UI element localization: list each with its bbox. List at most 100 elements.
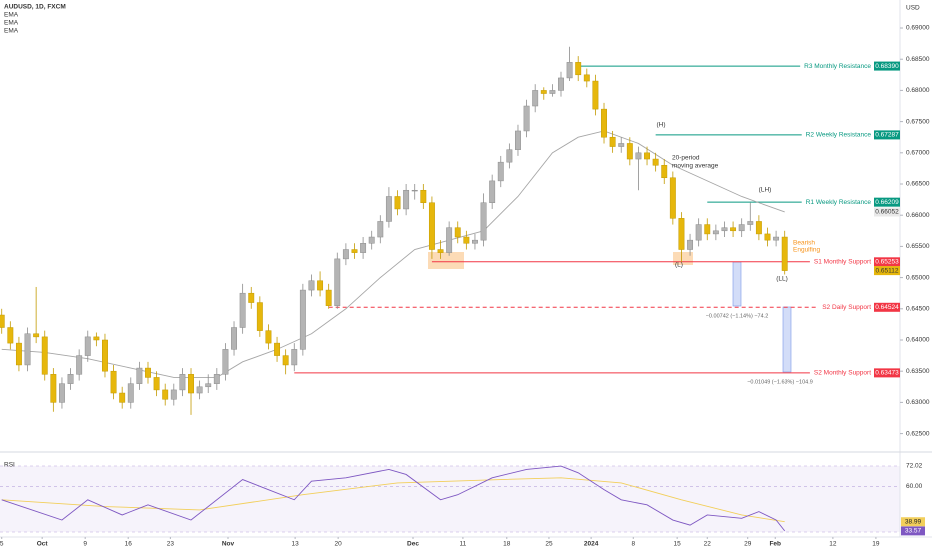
x-tick-label: 22 — [704, 541, 712, 548]
pattern-label: (LH) — [759, 187, 772, 194]
candle-body — [308, 280, 315, 291]
y-tick-label: 0.66500 — [906, 181, 930, 188]
marks: R3 Monthly Resistance R2 Weekly Resistanc… — [0, 46, 872, 532]
candle-body — [368, 236, 375, 244]
candle-body — [515, 130, 521, 150]
candle-body — [360, 243, 367, 253]
x-tick-label: 23 — [167, 541, 175, 548]
rsi-value-box — [901, 517, 925, 527]
level-label: S2 Daily Support — [822, 304, 871, 311]
candle-body — [687, 239, 694, 250]
x-tick-label: 20 — [335, 541, 343, 548]
price-pane — [0, 65, 900, 533]
rsi-line — [1, 465, 786, 532]
x-tick-label: 16 — [125, 541, 133, 548]
candle-body — [523, 105, 530, 132]
ema-note: 20-period — [672, 155, 700, 162]
candle-body — [506, 149, 513, 163]
rsi-tick-label: 60.00 — [906, 483, 923, 490]
x-tick-label: 2024 — [584, 541, 599, 548]
candle-body — [394, 196, 401, 210]
level-label: S2 Monthly Support — [814, 370, 871, 377]
pattern-label: (H) — [656, 122, 665, 129]
candle-body — [170, 389, 177, 400]
candle-body — [334, 258, 341, 306]
level-price-box — [874, 257, 900, 267]
candle-body — [532, 90, 539, 107]
x-tick-label: 15 — [674, 541, 682, 548]
candle-body — [747, 221, 754, 225]
x-tick-label: 29 — [744, 541, 752, 548]
annotations: AUDUSD, 1D, FXCM EMA EMA EMA USD (H) (LH… — [4, 4, 920, 469]
candle-body — [428, 202, 435, 250]
level-label: R3 Monthly Resistance — [804, 63, 871, 70]
candle-body — [635, 152, 642, 160]
candle-body — [325, 289, 332, 306]
level-price: 0.67287 — [875, 132, 899, 139]
candle-body — [127, 383, 134, 403]
last-price: 0.65112 — [875, 267, 898, 274]
y-tick-label: 0.69000 — [906, 25, 930, 32]
candle-body — [411, 189, 418, 192]
candle-body — [695, 224, 702, 241]
candle-body — [76, 355, 83, 375]
y-tick-label: 0.66000 — [906, 212, 930, 219]
candle-body — [342, 249, 349, 260]
level-price: 0.68390 — [875, 63, 899, 70]
candle-body — [317, 280, 324, 291]
level-price-box — [874, 61, 900, 71]
candle-body — [110, 370, 117, 394]
candle-body — [773, 236, 780, 241]
level-price: 0.63473 — [875, 370, 899, 377]
candle-body — [472, 239, 478, 244]
candle-body — [644, 152, 650, 160]
candle-body — [291, 349, 298, 366]
candle-body — [403, 189, 410, 210]
level-label: R1 Weekly Resistance — [806, 199, 872, 206]
candle-body — [351, 249, 358, 253]
candle-body — [119, 392, 126, 403]
candle-body — [497, 161, 504, 182]
candle-body — [67, 374, 74, 384]
ema-price-box — [874, 207, 900, 217]
x-tick-label: 12 — [829, 541, 837, 548]
measure-label: −0.01049 (−1.63%) −104.9 — [747, 379, 813, 385]
level-price: 0.64524 — [875, 304, 899, 311]
candle-body — [446, 227, 453, 253]
candle-body — [480, 202, 487, 241]
x-tick-label: 9 — [83, 541, 87, 548]
x-tick-label: 25 — [545, 541, 553, 548]
rsi-band — [0, 465, 900, 533]
rsi-value: 33.57 — [905, 528, 922, 535]
y-tick-label: 0.68000 — [906, 87, 930, 94]
level-price-box — [874, 130, 900, 140]
candle-body — [454, 227, 461, 238]
y-tick-label: 0.67000 — [906, 150, 930, 157]
candle-body — [162, 389, 169, 400]
highlight-box — [428, 252, 464, 269]
level-label: S1 Monthly Support — [814, 259, 871, 266]
x-tick-label: 19 — [872, 541, 880, 548]
x-tick-label: 11 — [460, 541, 467, 548]
candle-body — [540, 90, 547, 94]
candle-body — [463, 236, 470, 244]
candle-body — [489, 180, 496, 203]
candle-body — [558, 77, 564, 91]
candle-body — [549, 90, 556, 94]
candle-body — [256, 302, 263, 331]
candle-body — [618, 143, 625, 147]
y-tick-label: 0.65000 — [906, 274, 930, 281]
chart-title: AUDUSD, 1D, FXCM — [4, 4, 66, 11]
candle-body — [265, 330, 272, 344]
candle-body — [669, 177, 676, 219]
candle-body — [583, 74, 590, 82]
candle-body — [136, 367, 143, 384]
candle-body — [33, 333, 40, 338]
y-tick-label: 0.65500 — [906, 243, 930, 250]
candle-body — [704, 224, 711, 235]
candle-body — [730, 227, 737, 232]
indicator: EMA — [4, 20, 19, 27]
x-tick-label: 13 — [292, 541, 300, 548]
